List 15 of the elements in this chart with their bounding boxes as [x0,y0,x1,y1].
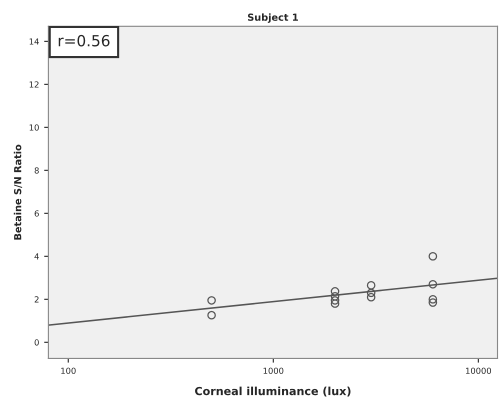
y-tick-label: 10 [30,124,39,131]
x-tick-label: 1000 [264,368,284,374]
chart-title: Subject 1 [248,13,298,23]
y-axis-title: Betaine S/N Ratio [14,144,22,240]
x-tick-label: 10000 [466,368,492,374]
x-tick-label: 100 [61,368,76,374]
y-tick-label: 14 [30,38,39,45]
y-tick-label: 2 [34,296,39,302]
y-tick-label: 4 [34,253,39,260]
annotation: r=0.56 [58,34,110,46]
y-tick-label: 6 [34,210,39,217]
y-tick-label: 12 [30,81,39,88]
y-tick-label: 8 [34,167,39,174]
y-tick-label: 0 [34,339,39,346]
x-axis-title: Corneal illuminance (lux) [195,386,350,397]
